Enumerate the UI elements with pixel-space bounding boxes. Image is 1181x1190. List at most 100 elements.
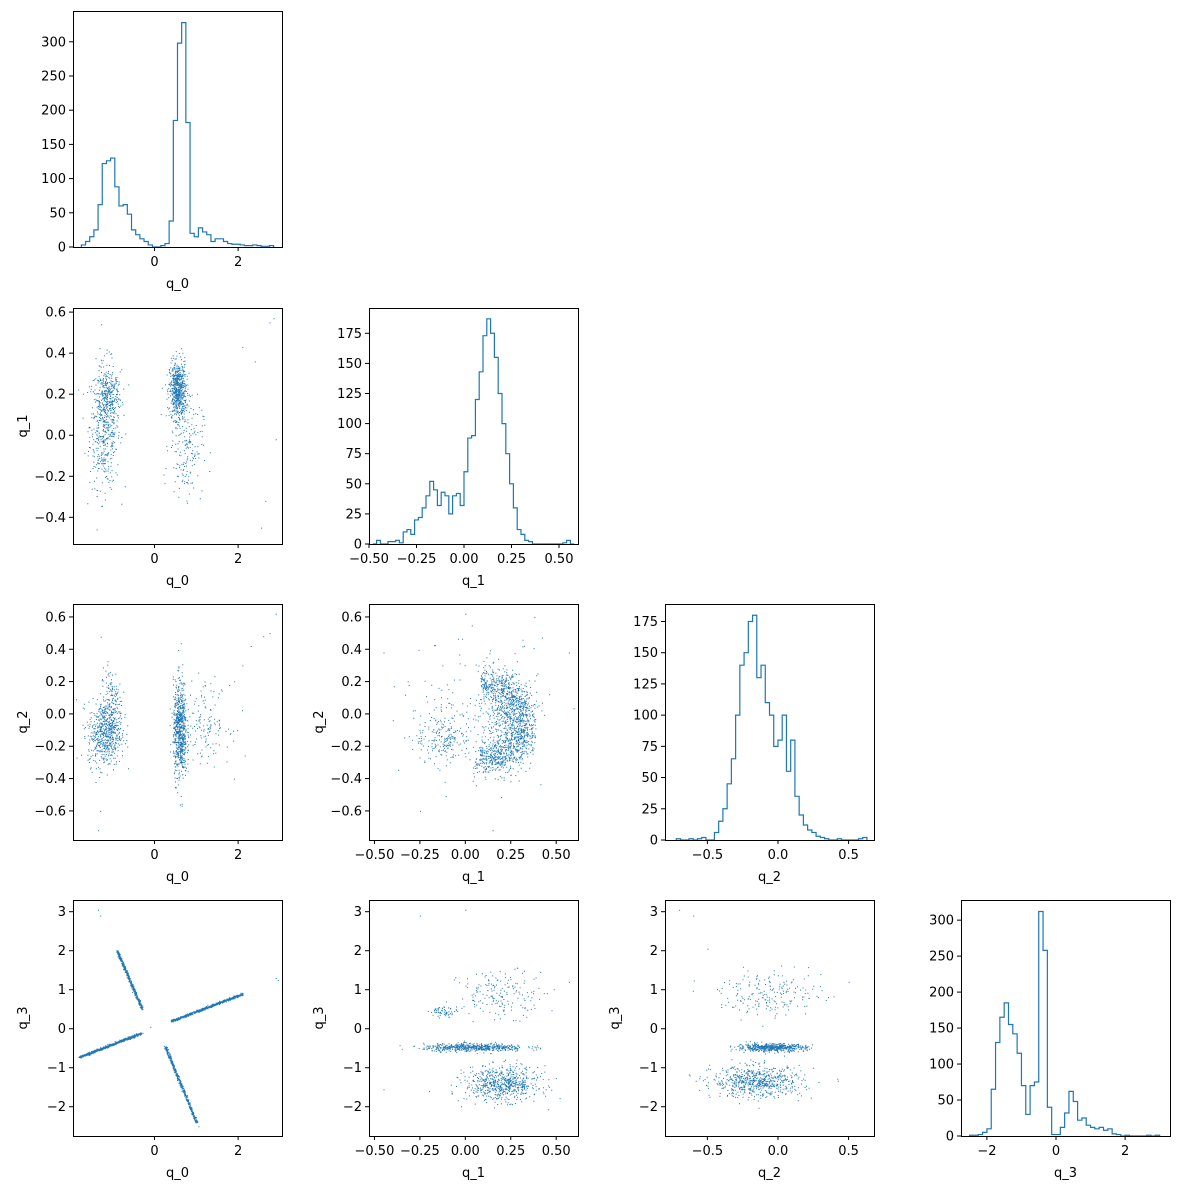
scatter-points (76, 613, 277, 832)
y-tick-label: 250 (41, 69, 66, 84)
y-tick-label: −2 (47, 1100, 66, 1115)
y-tick-label: 0.4 (341, 643, 362, 658)
panel-q-1-histogram: −0.50 −0.25 0.00 0.25 0.50 0 25 50 75 100 125 150 17… (337, 308, 579, 589)
x-tick-label: 0.5 (838, 848, 859, 863)
x-tick-label: −0.25 (400, 848, 440, 863)
y-tick-label: 3 (354, 905, 362, 920)
x-tick-label: 2 (234, 1144, 242, 1159)
plot-area (383, 613, 575, 832)
y-tick-label: 300 (41, 35, 66, 50)
plot-area (80, 22, 275, 247)
y-tick-label: 0 (946, 1130, 954, 1145)
y-tick-label: 100 (41, 172, 66, 187)
x-tick-label: 0.25 (497, 552, 526, 567)
scatter-points (383, 909, 570, 1111)
x-tick-label: 0 (150, 552, 158, 567)
y-tick-label: 175 (633, 615, 658, 630)
y-tick-label: 0.2 (341, 675, 362, 690)
x-axis-label: q_0 (166, 870, 189, 885)
y-tick-label: 2 (58, 944, 66, 959)
scatter-points (78, 318, 277, 531)
y-axis-label: q_2 (312, 710, 327, 733)
y-tick-label: 300 (929, 914, 954, 929)
axes-frame (369, 900, 579, 1137)
plot-area (78, 318, 277, 531)
panel-q-2-vs-q-1: −0.50 −0.25 0.00 0.25 0.50 −0.6 −0.4 −0.2 0.0 0.2… (312, 604, 579, 885)
y-tick-label: −0.4 (34, 511, 66, 526)
histogram-step-line (372, 318, 575, 544)
y-tick-label: 100 (633, 709, 658, 724)
x-axis-label: q_0 (166, 574, 189, 589)
y-tick-label: 50 (641, 771, 658, 786)
y-tick-label: 1 (650, 983, 658, 998)
y-tick-label: 0.6 (45, 610, 66, 625)
x-tick-label: 2 (234, 255, 242, 270)
x-tick-label: −2 (977, 1144, 996, 1159)
x-tick-label: −0.25 (400, 1144, 440, 1159)
y-tick-label: −2 (639, 1100, 658, 1115)
x-tick-label: 0.00 (450, 552, 479, 567)
y-tick-label: 50 (345, 477, 362, 492)
y-axis-label: q_1 (16, 414, 31, 437)
y-tick-label: 75 (641, 740, 658, 755)
x-tick-label: 2 (234, 552, 242, 567)
x-axis-label: q_0 (166, 277, 189, 292)
y-tick-label: 0.2 (45, 388, 66, 403)
scatter-points (78, 909, 279, 1128)
y-tick-label: 2 (650, 944, 658, 959)
plot-area (675, 614, 868, 840)
x-tick-label: 0.25 (496, 1144, 525, 1159)
x-tick-label: 0.00 (451, 1144, 480, 1159)
y-tick-label: 125 (337, 387, 362, 402)
x-tick-label: 2 (234, 848, 242, 863)
axes-frame (73, 900, 283, 1137)
plot-area (372, 318, 575, 544)
panel-q-0-histogram: 0 2 0 50 100 150 200 250 300 q_0 (41, 11, 283, 292)
y-tick-label: 1 (354, 983, 362, 998)
y-tick-label: 0 (650, 834, 658, 849)
y-tick-label: 200 (929, 986, 954, 1001)
y-tick-label: 0.6 (341, 610, 362, 625)
plot-area (679, 909, 850, 1109)
axes-frame (961, 900, 1171, 1137)
y-tick-label: 0.6 (45, 306, 66, 321)
x-tick-label: 0.50 (542, 848, 571, 863)
axes-frame (369, 604, 579, 841)
histogram-step-line (80, 22, 275, 247)
x-axis-label: q_1 (462, 1166, 485, 1181)
y-tick-label: 3 (58, 905, 66, 920)
y-tick-label: 25 (345, 507, 362, 522)
y-tick-label: 0 (58, 241, 66, 256)
x-axis-label: q_2 (758, 1166, 781, 1181)
x-tick-label: 2 (1121, 1144, 1129, 1159)
y-tick-label: 75 (345, 447, 362, 462)
plot-area (76, 613, 277, 832)
x-tick-label: 0.25 (496, 848, 525, 863)
x-tick-label: 0.00 (451, 848, 480, 863)
y-tick-label: 250 (929, 950, 954, 965)
y-tick-label: 0 (58, 1022, 66, 1037)
x-axis-label: q_1 (462, 870, 485, 885)
y-axis-label: q_3 (608, 1006, 623, 1029)
y-tick-label: 200 (41, 104, 66, 119)
panel-q-3-vs-q-2: −0.5 0.0 0.5 −2 −1 0 1 2 3 q_2 q_3 (608, 900, 875, 1181)
x-tick-label: 0 (150, 255, 158, 270)
y-tick-label: 0.4 (45, 643, 66, 658)
histogram-step-line (675, 614, 868, 840)
panel-q-2-histogram: −0.5 0.0 0.5 0 25 50 75 100 125 150 175 q_2 (633, 604, 875, 885)
y-tick-label: −1 (47, 1061, 66, 1076)
plot-area (969, 910, 1161, 1136)
y-tick-label: 0 (650, 1022, 658, 1037)
y-tick-label: 100 (929, 1058, 954, 1073)
y-axis-label: q_3 (312, 1006, 327, 1029)
y-tick-label: 1 (58, 983, 66, 998)
x-tick-label: 0.0 (768, 1144, 789, 1159)
x-tick-label: −0.50 (349, 552, 389, 567)
x-tick-label: 0.5 (838, 1144, 859, 1159)
y-tick-label: 150 (633, 646, 658, 661)
scatter-points (383, 613, 575, 832)
panel-q-2-vs-q-0: 0 2 −0.6 −0.4 −0.2 0.0 0.2 0.4 0.6 q_0 q_2 (16, 604, 283, 885)
y-tick-label: 150 (929, 1022, 954, 1037)
x-tick-label: −0.50 (355, 848, 395, 863)
y-axis-label: q_2 (16, 710, 31, 733)
